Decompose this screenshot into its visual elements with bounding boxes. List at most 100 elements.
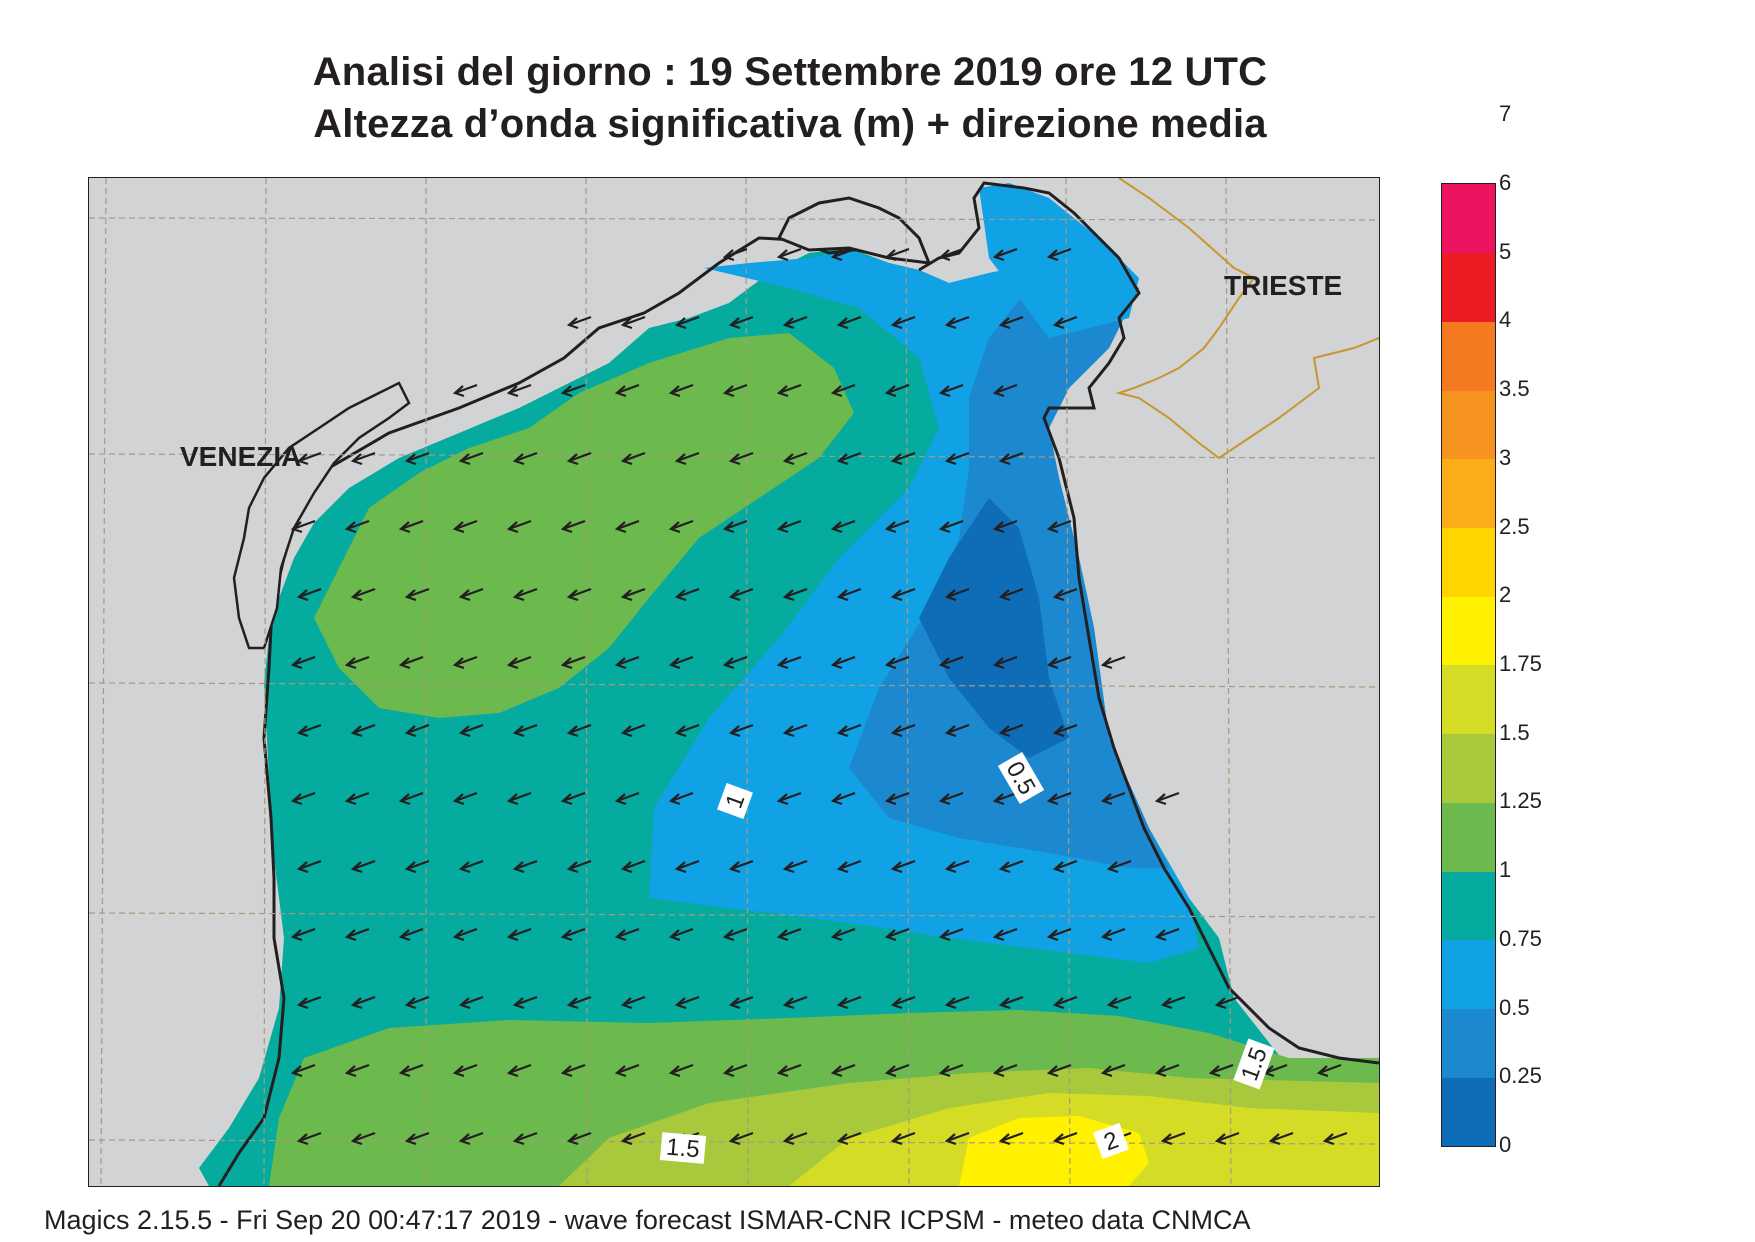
wave-arrow-head — [1052, 997, 1065, 1010]
wave-arrow-head — [290, 521, 303, 534]
wave-arrow — [1048, 791, 1072, 803]
wave-arrow — [454, 519, 478, 531]
wave-arrow-head — [452, 385, 465, 398]
wave-arrow — [616, 519, 640, 531]
wave-arrow — [460, 723, 484, 735]
wave-arrow-head — [398, 1065, 411, 1078]
wave-arrow — [940, 927, 964, 939]
wave-arrow — [832, 655, 856, 667]
wave-arrow-head — [728, 1133, 741, 1146]
wave-arrow — [616, 1063, 640, 1075]
wave-arrow-head — [566, 997, 579, 1010]
wave-arrow — [568, 723, 592, 735]
wave-arrow-head — [506, 521, 519, 534]
wave-arrow-head — [890, 453, 903, 466]
legend-swatch — [1442, 733, 1495, 803]
wave-arrow — [940, 383, 964, 395]
wave-arrow-head — [458, 1133, 471, 1146]
wave-arrow — [676, 995, 700, 1007]
wave-arrow — [1156, 1063, 1180, 1075]
legend-tick-label: 1.5 — [1499, 719, 1530, 745]
wave-arrow — [670, 791, 694, 803]
wave-arrow — [622, 995, 646, 1007]
wave-arrow — [724, 655, 748, 667]
wave-arrow — [784, 315, 808, 327]
wave-arrow-head — [458, 997, 471, 1010]
wave-arrow-head — [290, 793, 303, 806]
wave-arrow-head — [782, 725, 795, 738]
wave-arrow-head — [668, 521, 681, 534]
wave-arrow-head — [938, 657, 951, 670]
wave-arrow — [1054, 995, 1078, 1007]
coast-friuli — [776, 196, 932, 265]
wave-arrow — [514, 995, 538, 1007]
wave-arrow — [832, 247, 856, 259]
wave-arrow — [940, 791, 964, 803]
wave-arrow — [1108, 995, 1132, 1007]
wave-arrow — [460, 995, 484, 1007]
wave-arrow-head — [728, 317, 741, 330]
wave-arrow-head — [1046, 657, 1059, 670]
wave-arrow — [832, 1063, 856, 1075]
wave-arrow-head — [1100, 929, 1113, 942]
wave-arrow — [892, 587, 916, 599]
legend-swatch — [1442, 390, 1495, 460]
wave-arrow — [568, 315, 592, 327]
wave-arrow-head — [620, 725, 633, 738]
wave-arrow-head — [560, 657, 573, 670]
wave-arrow — [1000, 315, 1024, 327]
wave-arrow — [1264, 1063, 1288, 1075]
wave-arrow-head — [836, 997, 849, 1010]
wave-arrow — [1000, 859, 1024, 871]
wave-arrow-head — [728, 997, 741, 1010]
wave-arrow — [1000, 1131, 1024, 1143]
wave-arrow-head — [620, 997, 633, 1010]
wave-arrow — [346, 1063, 370, 1075]
wave-arrow — [562, 1063, 586, 1075]
wave-arrow — [676, 587, 700, 599]
wave-arrow-head — [344, 657, 357, 670]
sea-green-upper-zone — [314, 333, 854, 718]
wave-arrow-head — [938, 1065, 951, 1078]
wave-arrow-head — [938, 929, 951, 942]
wave-arrow-head — [938, 385, 951, 398]
wave-arrow — [832, 383, 856, 395]
wave-arrow — [562, 927, 586, 939]
wave-arrow — [832, 791, 856, 803]
wave-arrow — [778, 927, 802, 939]
legend-tick-label: 0.75 — [1499, 925, 1542, 951]
wave-arrow — [730, 995, 754, 1007]
wave-arrow — [400, 927, 424, 939]
wave-arrow-head — [458, 589, 471, 602]
wave-arrow-head — [890, 861, 903, 874]
wave-arrow-head — [566, 725, 579, 738]
wave-arrow — [568, 859, 592, 871]
wave-arrow-head — [1052, 1133, 1065, 1146]
wave-arrow — [1054, 723, 1078, 735]
wave-arrow-head — [404, 453, 417, 466]
wave-arrow-head — [620, 317, 633, 330]
wave-arrow-head — [560, 385, 573, 398]
wave-arrow — [886, 383, 910, 395]
wave-arrow — [886, 519, 910, 531]
wave-arrow-head — [290, 1065, 303, 1078]
wave-arrow-head — [452, 793, 465, 806]
legend-tick-label: 2.5 — [1499, 513, 1530, 539]
wave-arrow — [892, 451, 916, 463]
wave-arrow-head — [1154, 929, 1167, 942]
wave-arrow-head — [512, 1133, 525, 1146]
wave-arrow — [724, 247, 748, 259]
wave-arrow — [568, 1131, 592, 1143]
wave-arrow — [892, 315, 916, 327]
wave-arrow-head — [830, 929, 843, 942]
wave-arrow-head — [992, 1065, 1005, 1078]
wave-arrow-head — [884, 385, 897, 398]
legend-tick-label: 1.25 — [1499, 788, 1542, 814]
wave-arrow — [832, 519, 856, 531]
legend-tick-label: 3 — [1499, 444, 1512, 470]
wave-arrow — [460, 859, 484, 871]
wave-arrow-head — [1106, 997, 1119, 1010]
wave-arrow-head — [296, 861, 309, 874]
wave-arrow — [292, 1063, 316, 1075]
wave-arrow — [508, 1063, 532, 1075]
